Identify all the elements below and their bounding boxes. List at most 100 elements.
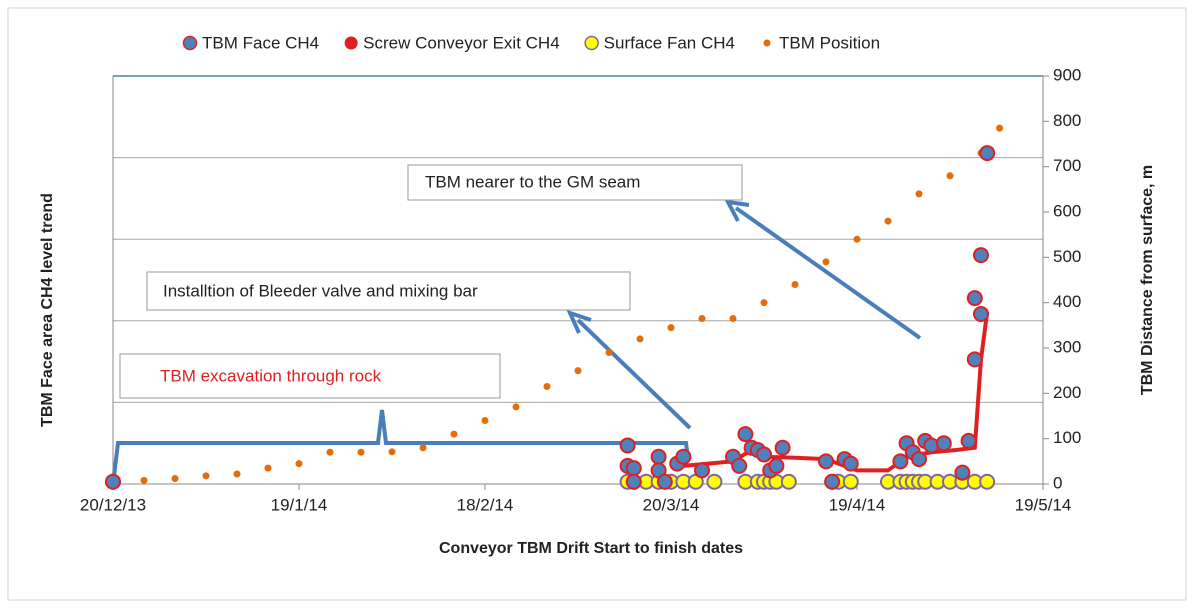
arrow [576,318,692,430]
marker [892,453,909,470]
marker [979,145,996,162]
y2-tick-label: 200 [1053,383,1081,402]
dot [326,448,334,456]
marker [625,473,642,490]
annotation-box [146,271,631,311]
dot [264,464,272,472]
marker [694,462,710,479]
annotation-boxes: TBM nearer to the GM seam Installtion of… [119,164,743,399]
marker [842,455,859,472]
legend-item: Surface Fan CH4 [584,33,735,52]
dot [233,470,241,478]
marker [979,473,996,490]
marker [973,247,989,264]
legend-swatch [182,35,198,51]
marker [960,432,977,449]
dot [698,315,706,323]
dot [822,258,830,266]
annotation-box [407,164,743,201]
y2-tick-label: 400 [1053,292,1081,311]
dot [512,403,520,411]
marker [818,453,834,470]
y2-tick-label: 300 [1053,337,1081,356]
dot [636,335,644,343]
marker [731,457,748,474]
marker [756,446,772,463]
marker [656,473,673,490]
dot [884,217,892,225]
annotation: TBM nearer to the GM seam [425,172,640,191]
marker [675,448,692,465]
plot [105,124,1004,490]
dot [202,472,210,480]
x-tick-label: 19/1/14 [271,495,328,514]
marker [768,457,785,474]
marker [737,426,754,443]
dot [450,430,458,438]
dot [419,444,427,452]
annotation-shapes [111,199,922,485]
dot [357,448,365,456]
dot [388,448,396,456]
y2-tick-label: 0 [1053,473,1062,492]
marker [650,448,667,465]
x-tick-label: 19/5/14 [1015,495,1072,514]
y2-tick-label: 900 [1053,65,1081,84]
y2-tick-label: 700 [1053,156,1081,175]
arrow-head [566,309,592,334]
marker [619,437,636,454]
marker [973,306,989,322]
marker [842,473,859,490]
marker [105,473,121,490]
dot [915,190,923,198]
marker [954,464,971,481]
dot [574,367,582,375]
dot [140,476,148,484]
legend-item: TBM Position [763,33,880,52]
marker [911,451,927,468]
legend-label: Screw Conveyor Exit CH4 [363,33,560,52]
dot [295,460,303,468]
annotation: Installtion of Bleeder valve and mixing … [163,281,478,300]
annotation-box [119,353,501,399]
y2-axis-title: TBM Distance from surface, m [1139,165,1156,395]
dot [729,315,737,323]
marker [774,439,791,456]
legend-item: Screw Conveyor Exit CH4 [344,33,560,52]
annotation: TBM excavation through rock [160,366,382,385]
dot [853,235,861,243]
y2-tick-label: 500 [1053,247,1081,266]
dot [171,475,179,483]
y2-tick-label: 800 [1053,111,1081,130]
legend-swatch [344,36,358,50]
dot [543,383,551,391]
x-tick-label: 19/4/14 [829,495,886,514]
marker [824,473,841,490]
x-tick-label: 20/12/13 [80,495,146,514]
legend-label: Surface Fan CH4 [604,33,735,52]
legend-item: TBM Face CH4 [182,33,319,52]
dot [605,349,613,357]
x-axis-title: Conveyor TBM Drift Start to finish dates [439,540,743,557]
marker [966,290,983,307]
dot [946,172,954,180]
x-tick-label: 20/3/14 [643,495,700,514]
marker [780,473,797,490]
legend: TBM Face CH4 Screw Conveyor Exit CH4 Surfa… [182,33,880,52]
y2-tick-label: 600 [1053,201,1081,220]
marker [625,460,642,477]
bracket [111,409,690,485]
legend-swatch [763,39,771,47]
marker [706,473,723,490]
x-tick-label: 18/2/14 [457,495,514,514]
dot [996,124,1004,132]
dot [791,281,799,289]
legend-swatch [584,35,599,51]
marker [935,435,952,452]
marker [966,351,983,368]
y-axis-title: TBM Face area CH4 level trend [39,193,56,427]
dot [760,299,768,307]
dot [481,417,489,425]
arrow-head [724,199,750,222]
